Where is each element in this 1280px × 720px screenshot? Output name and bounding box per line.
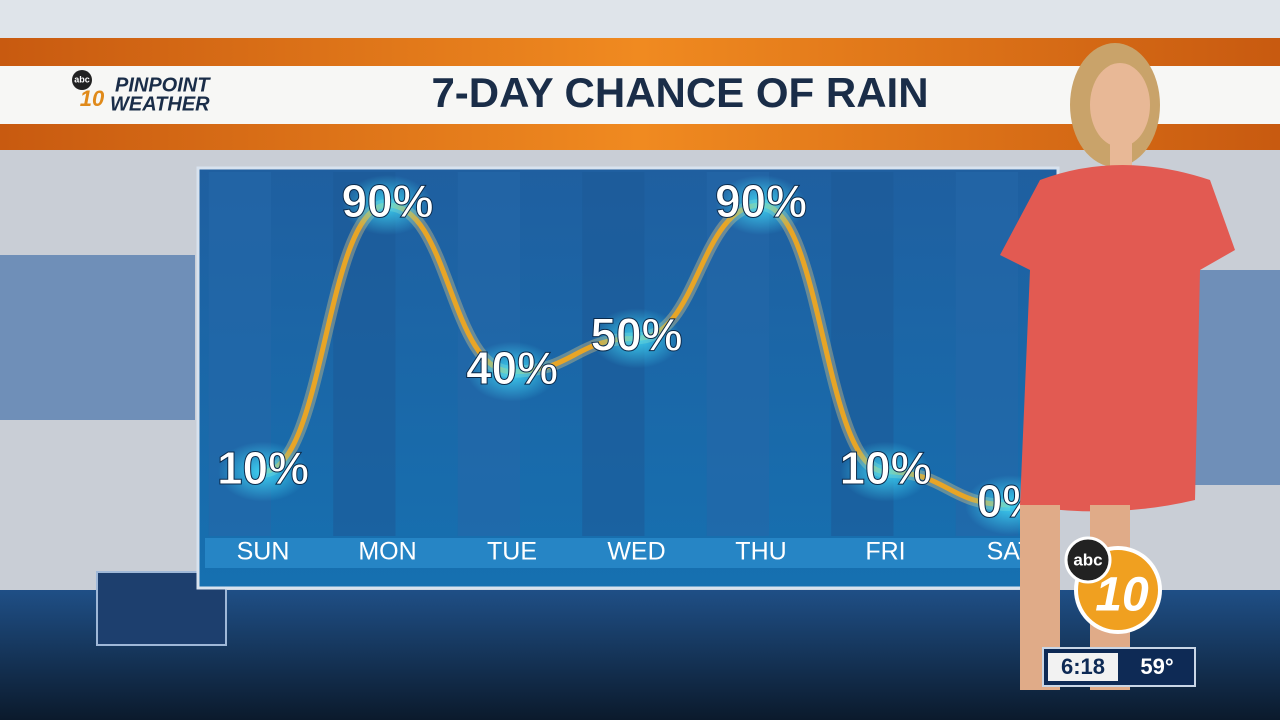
- x-tick-label: MON: [358, 538, 416, 566]
- bug-station: 10: [1095, 569, 1149, 622]
- rain-window: [0, 255, 195, 420]
- clock-temperature: 59°: [1140, 654, 1173, 679]
- day-strip: [205, 538, 1045, 568]
- label-glow: [467, 341, 557, 402]
- logo-brand: PINPOINT: [115, 74, 211, 96]
- logo-network: abc: [74, 74, 90, 84]
- label-glow: [591, 308, 682, 369]
- clock-time: 6:18: [1061, 654, 1105, 679]
- logo-station: 10: [80, 86, 105, 111]
- logo-brand: WEATHER: [110, 93, 210, 115]
- logo-badge: [72, 70, 92, 90]
- chart-title: 7-DAY CHANCE OF RAIN: [431, 69, 928, 116]
- label-glow: [342, 175, 433, 235]
- chart: 10%90%40%50%90%10%0%SUN MON TUE WED THU FRI SA…: [208, 172, 1055, 566]
- value-label: 90%: [715, 175, 807, 227]
- x-tick-label: FRI: [865, 538, 905, 566]
- label-glow: [840, 441, 931, 502]
- label-glow: [218, 441, 308, 502]
- value-label: 50%: [590, 308, 682, 360]
- header-bar: [0, 66, 1280, 124]
- value-label: 10%: [839, 442, 931, 494]
- x-tick-label: THU: [735, 538, 786, 566]
- bug-network: abc: [1073, 550, 1102, 569]
- x-tick-label: TUE: [487, 538, 537, 566]
- x-tick-label: WED: [607, 538, 665, 566]
- value-label: 90%: [341, 175, 433, 227]
- rain-window: [1190, 270, 1280, 485]
- value-label: 10%: [217, 442, 309, 494]
- clock-time-box: [1048, 653, 1118, 681]
- label-glow: [716, 175, 806, 235]
- station-bug: [1064, 536, 1112, 584]
- x-tick-label: SUN: [237, 538, 290, 566]
- value-label: 40%: [466, 342, 558, 394]
